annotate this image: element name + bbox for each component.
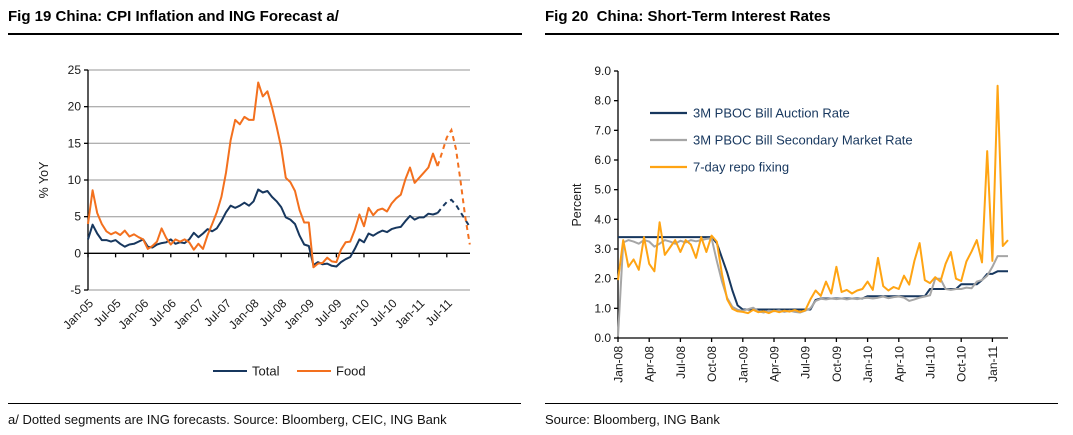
series-line-0 <box>618 236 1008 311</box>
y-axis-title: % YoY <box>37 161 51 199</box>
x-tick-label: Jan-08 <box>612 346 626 383</box>
y-tick-label: 5 <box>74 210 81 224</box>
y-tick-label: 1.0 <box>594 301 611 315</box>
y-tick-label: -5 <box>70 283 81 297</box>
x-tick-label: Jan-11 <box>392 296 427 331</box>
series-line-2 <box>617 84 1009 315</box>
interest-rates-chart: 9.0 8.0 7.0 6.0 5.0 4.0 3.0 2.0 1.0 0.0 Percent Jan… <box>570 64 1009 383</box>
y-axis: 9.0 8.0 7.0 6.0 5.0 4.0 3.0 2.0 1.0 0.0 <box>594 64 619 345</box>
x-tick-label: Apr-08 <box>643 346 657 382</box>
x-axis: Jan-08 Apr-08 Jul-08 Oct-08 Jan-09 Apr-09 Jul-… <box>612 337 1008 383</box>
series-forecast-line-1 <box>436 127 471 245</box>
y-axis: 25 20 15 10 5 0 -5 <box>68 63 89 297</box>
x-tick-label: Jul-10 <box>924 346 938 379</box>
y-tick-label: 15 <box>68 136 82 150</box>
y-tick-label: 5.0 <box>594 183 611 197</box>
fig20-title: Fig 20 China: Short-Term Interest Rates <box>545 0 1059 35</box>
fig19-panel: Fig 19 China: CPI Inflation and ING Fore… <box>0 0 536 435</box>
x-tick-label: Jan-07 <box>171 296 207 332</box>
x-tick-label: Oct-09 <box>830 346 844 382</box>
y-tick-label: 20 <box>68 100 82 114</box>
x-tick-label: Jan-08 <box>226 296 262 332</box>
x-tick-label: Jan-11 <box>986 346 1000 382</box>
fig20-panel: Fig 20 China: Short-Term Interest Rates … <box>537 0 1073 435</box>
y-tick-label: 7.0 <box>594 123 611 137</box>
legend-label: 7-day repo fixing <box>693 160 789 175</box>
legend-label: 3M PBOC Bill Secondary Market Rate <box>693 133 913 148</box>
y-tick-label: 9.0 <box>594 64 611 78</box>
y-tick-label: 6.0 <box>594 153 611 167</box>
x-tick-label: Jan-09 <box>736 346 750 383</box>
x-tick-label: Apr-09 <box>768 346 782 382</box>
series-forecast-line-0 <box>436 198 471 228</box>
x-tick-label: Jan-10 <box>861 346 875 383</box>
x-tick-label: Jul-09 <box>799 346 813 379</box>
x-tick-label: Jul-08 <box>674 346 688 379</box>
x-tick-label: Oct-08 <box>705 346 719 382</box>
x-tick-label: Oct-10 <box>955 346 969 382</box>
legend: Total Food <box>213 364 366 379</box>
x-tick-label: Jan-10 <box>336 296 372 332</box>
y-tick-label: 0 <box>74 246 81 260</box>
legend-label: Total <box>252 364 280 379</box>
fig19-title: Fig 19 China: CPI Inflation and ING Fore… <box>8 0 522 35</box>
x-tick-label: Jul-11 <box>423 296 456 329</box>
y-tick-label: 25 <box>68 63 82 77</box>
x-tick-label: Jan-06 <box>115 296 151 332</box>
y-tick-label: 10 <box>68 173 82 187</box>
x-axis: Jan-05Jul-05Jan-06Jul-06Jan-07Jul-07Jan-… <box>60 252 470 332</box>
y-axis-title: Percent <box>570 183 584 227</box>
cpi-inflation-chart: 25 20 15 10 5 0 -5 % YoY Jan-05Jul-05Jan-06Jul-0… <box>37 63 471 379</box>
fig19-footnote: a/ Dotted segments are ING forecasts. So… <box>8 403 521 427</box>
fig20-footnote: Source: Bloomberg, ING Bank <box>545 403 1058 427</box>
series-line-1 <box>87 81 439 269</box>
y-tick-label: 2.0 <box>594 272 611 286</box>
x-tick-label: Jan-09 <box>281 296 317 332</box>
y-tick-label: 3.0 <box>594 242 611 256</box>
y-tick-label: 0.0 <box>594 331 611 345</box>
series-line-0 <box>87 188 438 268</box>
y-tick-label: 4.0 <box>594 212 611 226</box>
x-tick-label: Jan-05 <box>60 296 96 332</box>
legend: 3M PBOC Bill Auction Rate 3M PBOC Bill Se… <box>650 106 913 175</box>
y-tick-label: 8.0 <box>594 94 611 108</box>
series-line-1 <box>617 237 1008 337</box>
legend-label: Food <box>336 364 366 379</box>
legend-label: 3M PBOC Bill Auction Rate <box>693 106 850 121</box>
x-tick-label: Apr-10 <box>892 346 906 382</box>
